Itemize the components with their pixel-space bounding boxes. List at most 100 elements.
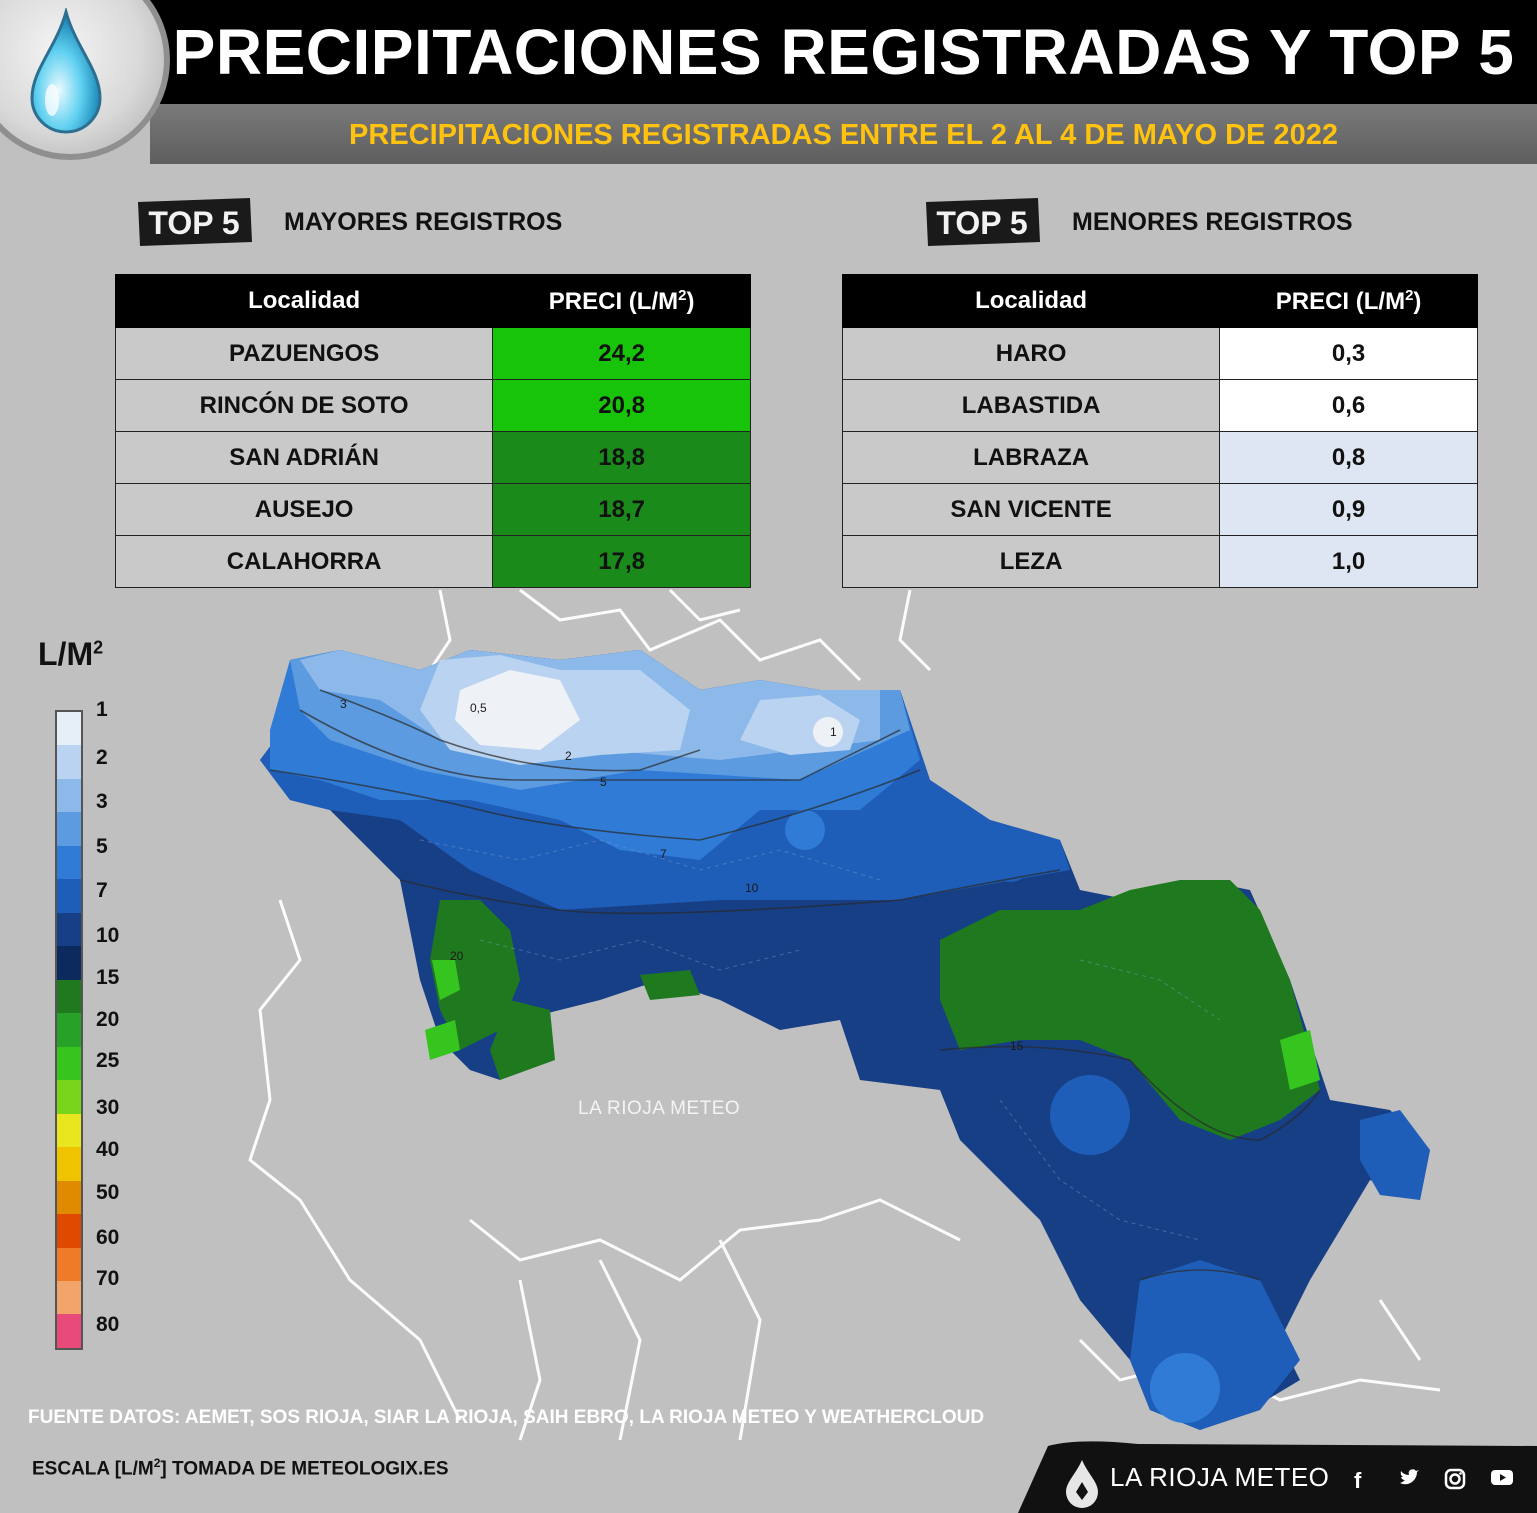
column-header-value: PRECI (L/M2)	[492, 274, 751, 328]
value-cell: 0,8	[1219, 431, 1478, 484]
twitter-icon[interactable]	[1398, 1468, 1420, 1494]
table-row: RINCÓN DE SOTO 20,8	[114, 379, 751, 432]
column-header-location: Localidad	[841, 274, 1221, 328]
legend-color-segment	[57, 712, 81, 746]
legend-tick-label: 15	[96, 966, 120, 989]
legend-tick-label: 70	[96, 1267, 120, 1290]
value-cell: 20,8	[492, 379, 751, 432]
table-header-row: Localidad PRECI (L/M2)	[114, 274, 751, 328]
legend-color-segment	[57, 879, 81, 913]
column-header-value: PRECI (L/M2)	[1219, 274, 1478, 328]
legend-color-segment	[57, 1080, 81, 1114]
legend-tick-label: 10	[96, 924, 120, 947]
legend-tick-label: 40	[96, 1138, 120, 1161]
low-records-title: MENORES REGISTROS	[1072, 208, 1353, 236]
page-subtitle: PRECIPITACIONES REGISTRADAS ENTRE EL 2 A…	[349, 119, 1338, 151]
legend-tick-label: 30	[96, 1096, 120, 1119]
table-row: HARO 0,3	[841, 327, 1478, 380]
table-row: LABASTIDA 0,6	[841, 379, 1478, 432]
location-cell: RINCÓN DE SOTO	[114, 379, 494, 432]
legend-color-segment	[57, 1113, 81, 1148]
location-cell: CALAHORRA	[114, 535, 494, 588]
table-row: SAN VICENTE 0,9	[841, 483, 1478, 536]
location-cell: SAN VICENTE	[841, 483, 1221, 536]
top5-badge-low: TOP 5	[924, 196, 1042, 248]
table-row: CALAHORRA 17,8	[114, 535, 751, 588]
contour-label: 0,5	[470, 701, 487, 715]
table-header-row: Localidad PRECI (L/M2)	[841, 274, 1478, 328]
legend-tick-label: 50	[96, 1181, 120, 1204]
value-cell: 1,0	[1219, 535, 1478, 588]
legend-tick-label: 80	[96, 1313, 120, 1336]
legend-tick-label: 25	[96, 1049, 120, 1072]
contour-label: 3	[340, 697, 347, 711]
water-drop-icon	[26, 6, 106, 136]
footer-brand-bar	[1018, 1441, 1537, 1513]
legend-color-segment	[57, 1013, 81, 1047]
legend-color-segment	[57, 1147, 81, 1181]
value-cell: 18,8	[492, 431, 751, 484]
legend-color-segment	[57, 745, 81, 779]
column-header-location: Localidad	[114, 274, 494, 328]
precipitation-field	[260, 650, 1430, 1430]
location-cell: AUSEJO	[114, 483, 494, 536]
data-source-text: FUENTE DATOS: AEMET, SOS RIOJA, SIAR LA …	[28, 1407, 985, 1428]
value-cell: 17,8	[492, 535, 751, 588]
legend-tick-label: 2	[96, 746, 108, 769]
legend-color-segment	[57, 946, 81, 980]
location-cell: PAZUENGOS	[114, 327, 494, 380]
table-row: SAN ADRIÁN 18,8	[114, 431, 751, 484]
legend-tick-label: 5	[96, 835, 108, 858]
legend-color-segment	[57, 845, 81, 880]
legend-color-segment	[57, 1180, 81, 1215]
svg-text:TOP 5: TOP 5	[936, 205, 1027, 241]
contour-label-group: 0,5 1 2 3 5 7 10 15 20	[340, 697, 1024, 1053]
footer-brand-name: LA RIOJA METEO	[1110, 1462, 1330, 1492]
title-bar	[150, 0, 1537, 104]
table-row: LABRAZA 0,8	[841, 431, 1478, 484]
svg-text:TOP 5: TOP 5	[148, 205, 239, 241]
contour-label: 2	[565, 749, 572, 763]
location-cell: HARO	[841, 327, 1221, 380]
location-cell: SAN ADRIÁN	[114, 431, 494, 484]
contour-label: 1	[830, 725, 837, 739]
table-row: PAZUENGOS 24,2	[114, 327, 751, 380]
high-records-title: MAYORES REGISTROS	[284, 208, 563, 236]
legend-tick-label: 20	[96, 1008, 120, 1031]
contour-label: 5	[600, 775, 607, 789]
legend-color-segment	[57, 1314, 81, 1348]
value-cell: 24,2	[492, 327, 751, 380]
value-cell: 0,9	[1219, 483, 1478, 536]
top5-badge-high: TOP 5	[136, 196, 254, 248]
youtube-icon[interactable]	[1490, 1468, 1514, 1494]
contour-label: 10	[745, 881, 759, 895]
brand-drop-icon	[1066, 1460, 1098, 1508]
table-row: LEZA 1,0	[841, 535, 1478, 588]
map-watermark: LA RIOJA METEO	[578, 1098, 741, 1119]
location-cell: LABRAZA	[841, 431, 1221, 484]
municipality-borders	[419, 839, 1221, 1241]
legend-colorbar	[55, 710, 83, 1350]
contour-label: 7	[660, 847, 667, 861]
low-records-table: Localidad PRECI (L/M2) HARO 0,3 LABASTIDA…	[841, 274, 1478, 588]
legend-color-segment	[57, 1214, 81, 1248]
legend-color-segment	[57, 812, 81, 846]
value-cell: 0,6	[1219, 379, 1478, 432]
location-cell: LABASTIDA	[841, 379, 1221, 432]
table-row: AUSEJO 18,7	[114, 483, 751, 536]
contour-label: 20	[450, 949, 464, 963]
legend-color-segment	[57, 912, 81, 947]
legend-tick-label: 7	[96, 879, 108, 902]
scale-credit-text: ESCALA [L/M2] TOMADA DE METEOLOGIX.ES	[32, 1456, 449, 1480]
legend-title: L/M2	[38, 636, 104, 672]
legend-tick-label: 1	[96, 698, 108, 721]
location-cell: LEZA	[841, 535, 1221, 588]
legend-color-segment	[57, 979, 81, 1014]
facebook-icon[interactable]: f	[1354, 1468, 1362, 1493]
legend-color-segment	[57, 1247, 81, 1281]
legend-color-segment	[57, 1046, 81, 1081]
contour-lines	[269, 689, 1321, 1281]
instagram-icon[interactable]	[1444, 1468, 1466, 1496]
precipitation-map: 0,5 1 2 3 5 7 10 15 20	[248, 588, 1441, 1441]
